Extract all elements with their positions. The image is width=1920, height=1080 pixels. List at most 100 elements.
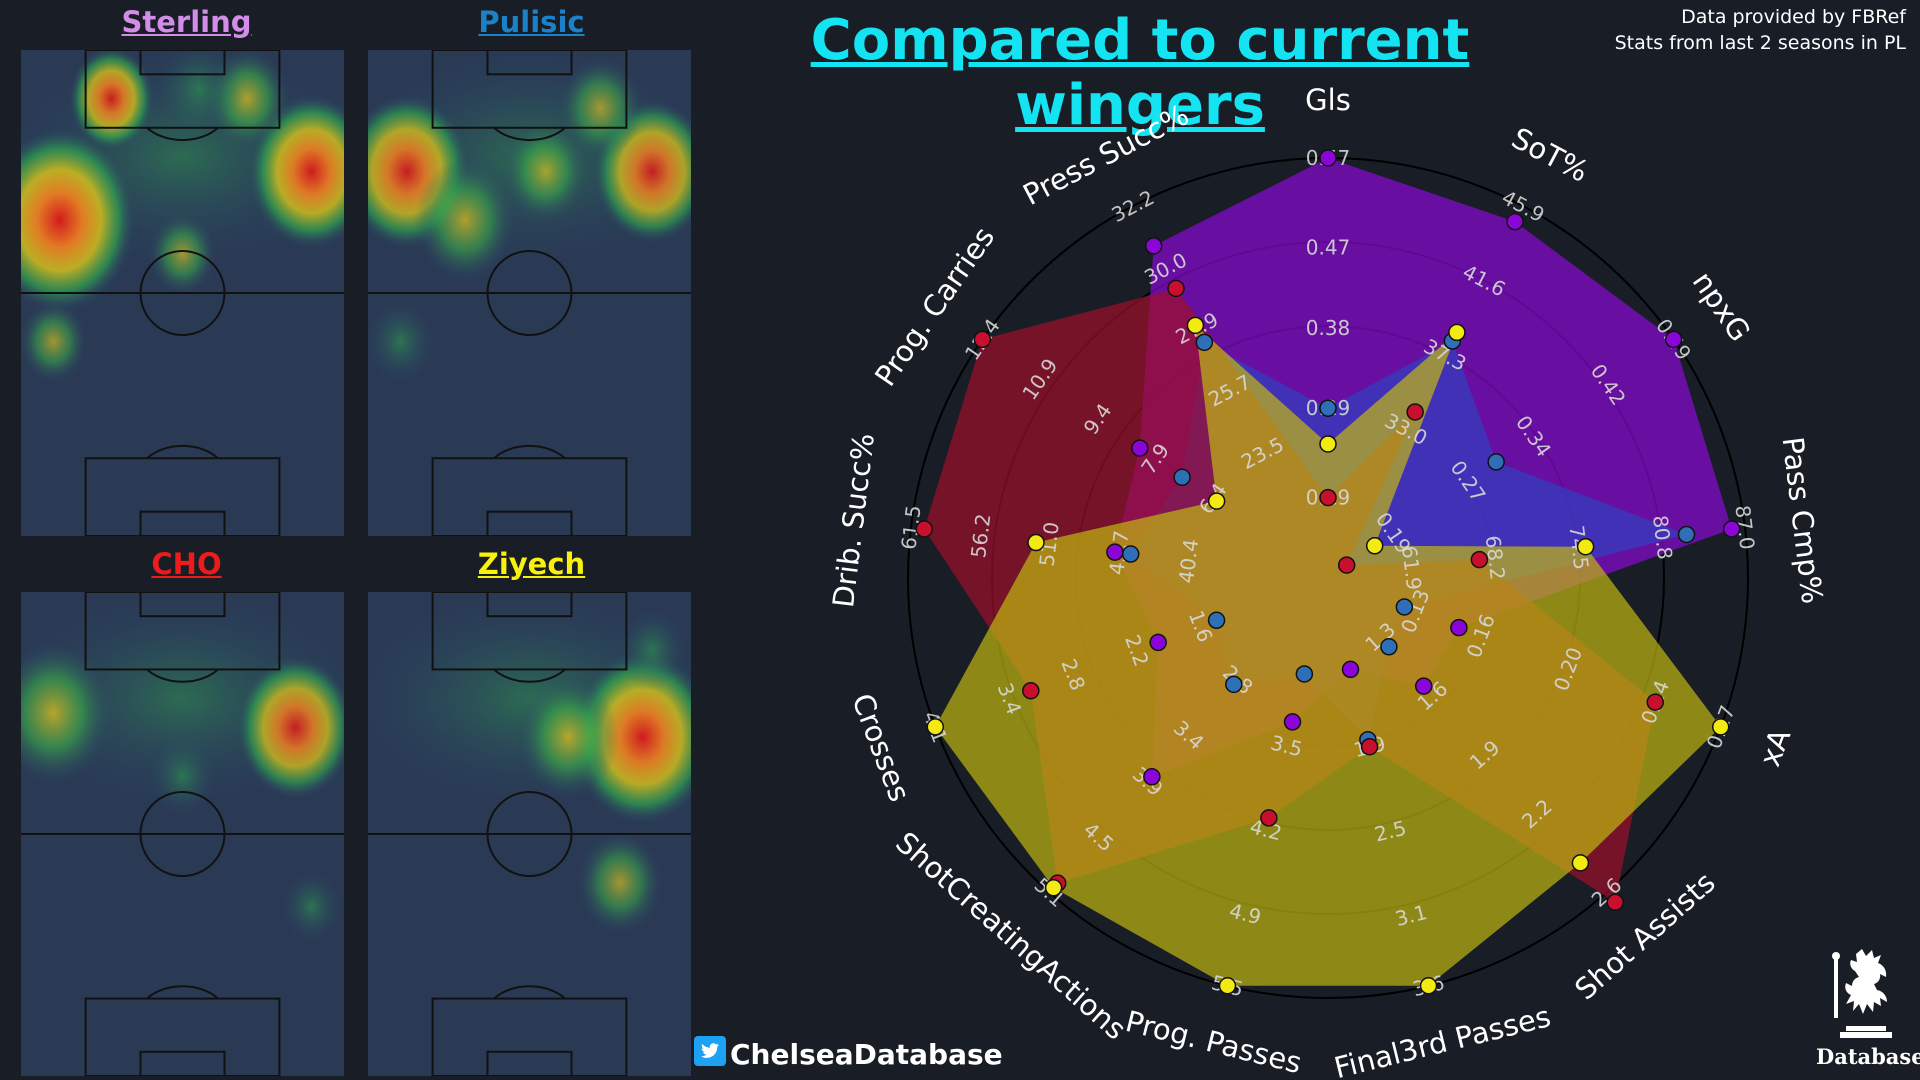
marker-sterling <box>1144 237 1163 255</box>
axis-label: SoT% <box>1506 121 1594 189</box>
marker-pulisic <box>1677 525 1696 544</box>
pitch-lines <box>21 592 344 1076</box>
player-name-cho: CHO <box>151 547 222 581</box>
marker-cho <box>1470 550 1489 569</box>
marker-pulisic <box>1487 453 1505 471</box>
heat-spot <box>21 128 136 312</box>
tick-label: 32.2 <box>1108 185 1159 227</box>
marker-ziyech <box>1319 435 1337 453</box>
marker-sterling <box>1664 330 1683 349</box>
marker-cho <box>915 520 933 538</box>
logo-text: Database <box>1816 1044 1920 1069</box>
marker-pulisic <box>1319 399 1337 417</box>
marker-ziyech <box>1711 718 1730 736</box>
heat-spot <box>414 158 516 282</box>
heat-spot <box>618 609 686 691</box>
marker-cho <box>1319 488 1337 507</box>
marker-pulisic <box>1395 598 1414 616</box>
marker-cho <box>1360 737 1379 756</box>
tick-label: 56.2 <box>966 512 995 559</box>
marker-sterling <box>1143 768 1161 786</box>
marker-sterling <box>1319 149 1337 167</box>
heatmap-sterling <box>21 50 344 536</box>
marker-sterling <box>1450 618 1468 637</box>
marker-sterling <box>1131 439 1149 457</box>
marker-sterling <box>1414 677 1433 695</box>
radar-series <box>924 158 1732 986</box>
marker-cho <box>1022 681 1040 700</box>
axis-label: Press Succ% <box>1017 97 1194 212</box>
marker-ziyech <box>1186 316 1205 335</box>
axis-label: Gls <box>1305 83 1351 117</box>
heat-spot <box>156 50 241 140</box>
radar-area-ziyech <box>935 325 1721 986</box>
axis-label: npxG <box>1686 265 1757 347</box>
heatmap-cho <box>21 592 344 1076</box>
lion-icon <box>1832 949 1892 1038</box>
axis-label: Prog. Passes <box>1122 1004 1305 1080</box>
player-name-sterling: Sterling <box>121 5 252 39</box>
twitter-handle[interactable]: ChelseaDatabase <box>694 1036 1003 1073</box>
heat-spot <box>148 735 217 817</box>
marker-pulisic <box>1225 675 1243 694</box>
axis-label: Final3rd Passes <box>1331 999 1554 1080</box>
player-name-ziyech: Ziyech <box>477 547 586 581</box>
marker-sterling <box>1341 660 1360 679</box>
marker-ziyech <box>1419 977 1438 995</box>
tick-label: 0.38 <box>1306 316 1351 340</box>
heat-spot <box>21 300 87 383</box>
marker-cho <box>1606 893 1624 911</box>
credit-line-2: Stats from last 2 seasons in PL <box>1614 32 1906 54</box>
marker-cho <box>1260 809 1278 827</box>
tick-label: 61.9 <box>1397 544 1426 591</box>
heat-spot <box>577 831 662 934</box>
marker-sterling <box>1506 212 1524 231</box>
marker-ziyech <box>1044 879 1063 897</box>
marker-cho <box>1337 556 1356 574</box>
axis-label: Pass Cmp% <box>1776 435 1830 606</box>
radar-markers <box>915 149 1741 995</box>
marker-ziyech <box>1207 492 1226 510</box>
marker-pulisic <box>1295 665 1314 683</box>
player-name-pulisic: Pulisic <box>478 5 585 39</box>
marker-ziyech <box>1571 854 1590 872</box>
tick-label: 80.8 <box>1648 514 1677 561</box>
heat-spot <box>282 871 342 943</box>
marker-sterling <box>1149 633 1167 652</box>
marker-pulisic <box>1121 545 1140 563</box>
marker-ziyech <box>1576 537 1595 556</box>
heat-spot <box>236 656 344 799</box>
marker-sterling <box>1106 543 1124 561</box>
axis-label: Drib. Succ% <box>826 431 881 609</box>
heat-spot <box>69 50 154 150</box>
heatmap-pulisic <box>368 50 691 536</box>
marker-ziyech <box>1218 977 1237 995</box>
marker-pulisic <box>1195 333 1214 352</box>
tick-label: 40.4 <box>1174 538 1203 585</box>
marker-pulisic <box>1380 638 1398 656</box>
twitter-bird-icon <box>694 1036 726 1073</box>
heat-spot <box>558 57 643 160</box>
marker-ziyech <box>926 718 945 736</box>
axis-label: Crosses <box>845 689 917 806</box>
marker-cho <box>973 330 992 349</box>
marker-ziyech <box>1448 323 1466 342</box>
marker-cho <box>1167 279 1185 298</box>
marker-sterling <box>1283 713 1302 731</box>
marker-cho <box>1646 693 1665 711</box>
chelsea-database-logo: Database <box>1816 948 1920 1069</box>
heat-spot <box>517 676 619 799</box>
marker-ziyech <box>1027 533 1045 552</box>
radar-chart: 0.190.290.380.470.5733.037.341.645.90.19… <box>826 83 1830 1080</box>
pitch-lines <box>21 50 344 536</box>
marker-pulisic <box>1207 611 1226 630</box>
credit-line-1: Data provided by FBRef <box>1681 6 1906 28</box>
marker-cho <box>1406 403 1424 421</box>
tick-label: 0.47 <box>1306 235 1351 259</box>
marker-pulisic <box>1173 468 1191 487</box>
heatmap-ziyech <box>368 592 691 1076</box>
twitter-handle-text: ChelseaDatabase <box>730 1038 1003 1071</box>
marker-sterling <box>1722 520 1741 538</box>
heat-spot <box>148 213 217 295</box>
marker-ziyech <box>1365 537 1384 555</box>
